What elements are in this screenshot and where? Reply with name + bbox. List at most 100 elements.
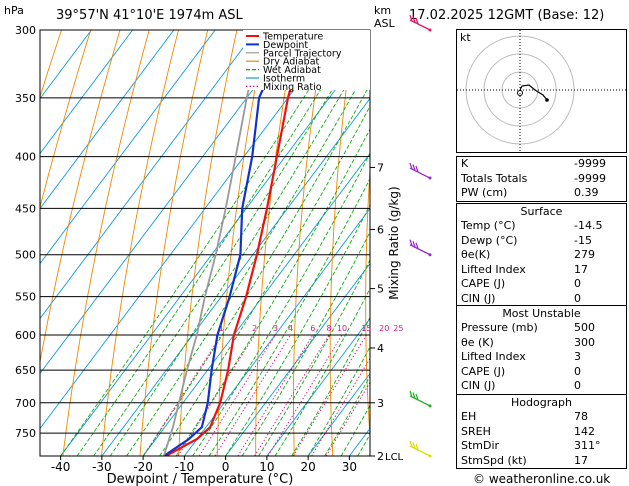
location-title: 39°57'N 41°10'E 1974m ASL: [56, 8, 243, 23]
mixing-ratio-line: [292, 334, 367, 456]
index-row: PW (cm) 0.39: [457, 186, 626, 201]
most-unstable-value: 3: [574, 350, 581, 364]
wet-adiabat-line: [60, 30, 348, 456]
wind-barb-feather: [415, 17, 419, 25]
wet-adiabat-line: [324, 375, 370, 456]
lcl-label: LCL: [385, 452, 404, 463]
indices-panel: K -9999 Totals Totals -9999 PW (cm) 0.39: [456, 156, 627, 202]
mixing-ratio-line: [325, 381, 370, 456]
hodograph-row: EH 78: [457, 410, 626, 425]
most-unstable-value: 0: [574, 379, 581, 393]
wet-adiabat-line: [142, 83, 370, 456]
index-value: -9999: [574, 157, 606, 170]
wet-adiabat-line: [109, 43, 370, 456]
wet-adiabat-line: [258, 259, 370, 456]
copyright-label: © weatheronline.co.uk: [473, 472, 611, 486]
wet-adiabat-line: [241, 231, 370, 456]
surface-row: CAPE (J) 0: [457, 277, 626, 292]
wind-barb-feather: [412, 241, 416, 248]
wind-barbs: [409, 14, 432, 458]
most-unstable-title: Most Unstable: [502, 307, 581, 320]
wet-adiabat-line: [208, 177, 370, 456]
pressure-tick-label: 450: [15, 202, 36, 215]
hodograph-unit-label: kt: [460, 31, 471, 44]
surface-title: Surface: [520, 205, 563, 218]
temperature-tick-label: 20: [300, 460, 315, 474]
km-tick-label: 4: [377, 342, 384, 355]
wind-barb-dot: [428, 253, 432, 257]
hodograph-row: StmSpd (kt) 17: [457, 454, 626, 469]
surface-value: 17: [574, 262, 588, 276]
surface-value: 0: [574, 277, 581, 291]
km-tick-labels: 7 6 5 4 3 2 LCL: [370, 161, 404, 463]
mixing-ratio-label: 2: [252, 324, 257, 333]
mixing-ratio-line: [237, 334, 314, 456]
wind-barb-feather: [412, 392, 416, 399]
surface-value: 279: [574, 248, 595, 262]
surface-row: Lifted Index 17: [457, 263, 626, 278]
isotherm-line: [225, 262, 370, 456]
index-row: K -9999: [457, 157, 626, 172]
most-unstable-value: 500: [574, 321, 595, 334]
wind-barb-feather: [412, 164, 416, 171]
wet-adiabat-line: [126, 62, 370, 456]
wet-adiabat-line: [291, 316, 370, 456]
hodograph-label: SREH: [461, 424, 491, 438]
mixing-ratio-label: 8: [327, 324, 332, 333]
mixing-ratio-line: [198, 334, 276, 456]
legend-label: Dry Adiabat: [263, 57, 320, 68]
wet-adiabat-line: [274, 287, 370, 456]
dry-adiabat-line: [434, 30, 449, 456]
dry-adiabat-line: [293, 30, 326, 456]
surface-label: CIN (J): [461, 291, 496, 305]
most-unstable-label: CAPE (J): [461, 364, 506, 378]
most-unstable-value: 300: [574, 335, 595, 349]
km-tick-label: 3: [377, 397, 384, 410]
index-label: PW (cm): [461, 186, 508, 200]
wind-barb-feather: [415, 165, 419, 173]
isotherm-line: [40, 30, 133, 155]
pressure-tick-label: 500: [15, 249, 36, 262]
km-tick-label: 5: [377, 283, 384, 296]
hodograph-label: EH: [461, 410, 477, 423]
pressure-unit-label: hPa: [4, 4, 24, 17]
plot-frame: [39, 29, 371, 457]
isotherm-line: [40, 30, 257, 320]
parcel-trajectory-profile: [162, 30, 262, 456]
surface-label: Dewp (°C): [461, 233, 518, 247]
hodograph-label: StmDir: [461, 439, 500, 453]
legend-label: Parcel Trajectory: [263, 48, 342, 59]
most-unstable-row: θe (K) 300: [457, 336, 626, 351]
wet-adiabat-line: [307, 345, 370, 456]
wind-barb-feather: [409, 162, 413, 170]
most-unstable-label: Lifted Index: [461, 350, 526, 364]
wind-barb-feather: [415, 443, 419, 451]
isotherm-line: [40, 30, 340, 430]
dry-adiabat-line: [178, 30, 238, 456]
mixing-ratio-label: 10: [337, 324, 347, 333]
wind-barb-dot: [428, 28, 432, 32]
temperature-tick-label: 10: [259, 460, 274, 474]
wet-adiabat-line: [340, 404, 370, 456]
dry-adiabat-line: [40, 30, 121, 365]
wind-barb: [409, 395, 431, 407]
surface-row: Dewp (°C) -15: [457, 234, 626, 249]
temperature-tick-label: -10: [175, 460, 195, 474]
isotherm-line: [40, 30, 298, 375]
surface-row: θe(K) 279: [457, 248, 626, 263]
hodograph-value: 17: [574, 453, 588, 467]
isotherm-line: [40, 30, 216, 265]
isotherm-line: [101, 97, 370, 456]
hodograph-plot: [457, 30, 626, 152]
wet-adiabat-line: [93, 30, 369, 456]
most-unstable-row: CAPE (J) 0: [457, 365, 626, 380]
wind-barb-feather: [409, 239, 413, 246]
index-row: Totals Totals -9999: [457, 172, 626, 187]
hodograph-value: 311°: [574, 439, 601, 453]
wind-barb-feather: [415, 393, 419, 401]
wind-barb-feather: [409, 14, 413, 22]
mixing-ratio-labels: 1 2 3 4 6 8 10 15 20 25: [219, 324, 404, 333]
pressure-tick-label: 650: [15, 364, 36, 377]
surface-label: Lifted Index: [461, 262, 526, 276]
